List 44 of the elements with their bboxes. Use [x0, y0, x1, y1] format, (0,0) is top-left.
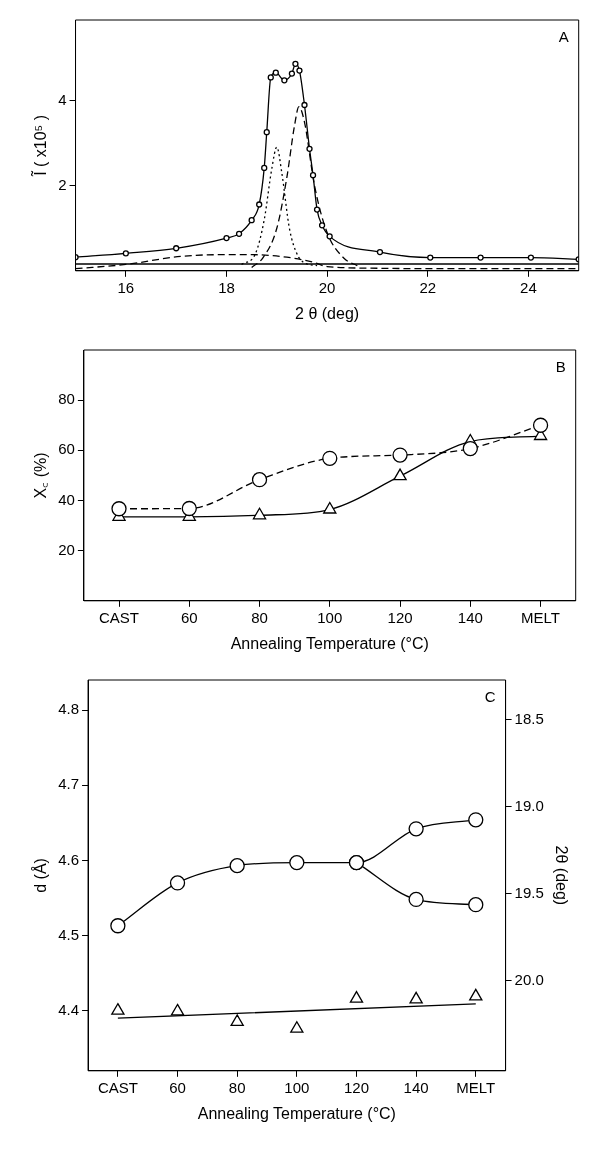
- x-tick-label: 120: [343, 1078, 369, 1096]
- y-tick-label: 4.7: [58, 775, 80, 793]
- x-tick-label: MELT: [521, 608, 561, 626]
- y-tick-label: 4.5: [58, 925, 80, 943]
- x-tick-label: 80: [251, 608, 268, 626]
- y-axis-title: d (Å): [31, 858, 50, 893]
- x-tick-label: 140: [457, 608, 483, 626]
- y-axis-title: Ĩ ( x10⁵ ): [30, 114, 50, 177]
- x-tick-label: 18: [218, 278, 235, 296]
- x-tick-label: 16: [117, 278, 135, 296]
- y2-tick-label: 19.0: [514, 796, 544, 814]
- y-tick-label: 4: [58, 90, 67, 108]
- x-axis-title: 2 θ (deg): [295, 304, 360, 322]
- y2-tick-label: 20.0: [514, 970, 544, 988]
- y-tick-label: 60: [58, 440, 75, 458]
- x-tick-label: 22: [419, 278, 437, 296]
- y-tick-label: 80: [58, 390, 75, 408]
- x-tick-label: 80: [228, 1078, 246, 1096]
- y-tick-label: 40: [58, 490, 75, 508]
- y-tick-label: 20: [58, 540, 75, 558]
- x-tick-label: MELT: [456, 1078, 496, 1096]
- x-tick-label: 120: [387, 608, 413, 626]
- x-tick-label: CAST: [99, 608, 140, 626]
- x-tick-label: 60: [180, 608, 198, 626]
- x-tick-label: 60: [169, 1078, 186, 1096]
- y-tick-label: 4.6: [58, 850, 80, 868]
- x-axis-title: Annealing Temperature (°C): [230, 634, 429, 652]
- annotation: A: [558, 27, 569, 45]
- x-tick-label: 24: [520, 278, 537, 296]
- y2-axis-title: 2θ (deg): [552, 845, 570, 906]
- x-tick-label: 20: [318, 278, 336, 296]
- y-tick-label: 2: [58, 175, 67, 193]
- y2-tick-label: 19.5: [514, 883, 544, 901]
- y2-tick-label: 18.5: [514, 710, 544, 728]
- x-tick-label: CAST: [97, 1078, 138, 1096]
- x-tick-label: 140: [403, 1078, 429, 1096]
- x-tick-label: 100: [317, 608, 343, 626]
- y-axis-title: X꜀ (%): [32, 452, 50, 499]
- y-tick-label: 4.4: [58, 1000, 80, 1018]
- annotation: B: [555, 357, 566, 375]
- annotation: C: [484, 687, 496, 705]
- x-axis-title: Annealing Temperature (°C): [197, 1104, 396, 1122]
- y-tick-label: 4.8: [58, 700, 80, 718]
- x-tick-label: 100: [284, 1078, 310, 1096]
